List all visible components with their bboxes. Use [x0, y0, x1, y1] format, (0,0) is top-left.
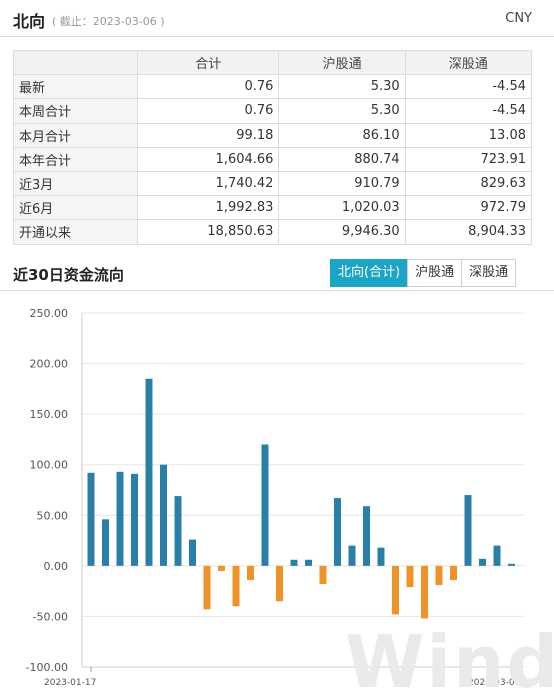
currency-label: CNY — [505, 11, 532, 26]
tab-shenzhen-connect[interactable]: 深股通 — [461, 259, 517, 287]
y-tick-label: 250.00 — [30, 307, 69, 320]
table-row: 本年合计 1,604.66 880.74 723.91 — [13, 146, 533, 172]
bar — [479, 558, 486, 566]
y-tick-label: 50.00 — [37, 509, 69, 522]
summary-table: 合计 沪股通 深股通 最新 0.76 5.30 -4.54 本周合计 0.76 … — [13, 49, 533, 245]
cell-total: 1,992.83 — [136, 195, 280, 221]
table-row: 本月合计 99.18 86.10 13.08 — [13, 122, 533, 148]
bar — [102, 519, 109, 566]
cell-total: 0.76 — [136, 74, 280, 100]
table-header-row: 合计 沪股通 深股通 — [13, 49, 533, 76]
flow-tabs: 北向(合计) 沪股通 深股通 — [330, 259, 517, 287]
row-label: 本年合计 — [13, 146, 138, 172]
bar — [276, 565, 283, 602]
cell-shanghai: 1,020.03 — [278, 195, 406, 221]
y-tick-label: 150.00 — [30, 408, 69, 421]
bar — [232, 565, 240, 607]
bar — [145, 378, 153, 566]
x-tick-label-start: 2023-01-17 — [44, 678, 96, 688]
cell-shenzhen: 8,904.33 — [404, 219, 533, 245]
bar — [363, 506, 370, 566]
bar — [189, 539, 196, 566]
cell-shenzhen: 972.79 — [404, 195, 533, 221]
bar — [160, 464, 167, 566]
cell-shanghai: 910.79 — [278, 170, 406, 197]
y-tick-label: 200.00 — [30, 358, 69, 371]
table-row: 近3月 1,740.42 910.79 829.63 — [13, 170, 533, 197]
bar — [87, 472, 95, 566]
y-tick-label: 0.00 — [44, 560, 69, 573]
cell-total: 1,740.42 — [136, 170, 280, 197]
cell-shanghai: 9,946.30 — [278, 219, 406, 245]
table-row: 本周合计 0.76 5.30 -4.54 — [13, 98, 533, 124]
bar — [290, 559, 298, 566]
row-label: 近6月 — [13, 195, 138, 221]
row-label: 本月合计 — [13, 122, 138, 148]
bar — [421, 565, 428, 619]
column-header-total: 合计 — [136, 49, 280, 76]
section-divider — [0, 290, 554, 291]
page-title: 北向 — [13, 12, 46, 31]
cell-shanghai: 880.74 — [278, 146, 406, 172]
bar — [247, 565, 254, 581]
cell-shanghai: 5.30 — [278, 98, 406, 124]
flow-section-title: 近30日资金流向 — [13, 266, 124, 284]
cell-shenzhen: -4.54 — [404, 74, 533, 100]
bar — [131, 473, 138, 566]
column-header-shenzhen: 深股通 — [404, 49, 533, 76]
bar — [218, 565, 225, 571]
cell-total: 0.76 — [136, 98, 280, 124]
row-label: 本周合计 — [13, 98, 138, 124]
header-divider — [0, 36, 554, 37]
bar — [493, 545, 501, 566]
bar — [116, 471, 124, 566]
y-tick-label: -50.00 — [33, 610, 68, 623]
as-of-date: ( 截止：2023-03-06 ) — [52, 15, 165, 28]
bar — [334, 498, 341, 566]
x-tick-label-end: 2023-03-06 — [468, 678, 521, 688]
y-tick-label: 100.00 — [30, 459, 69, 472]
column-header-shanghai: 沪股通 — [278, 49, 406, 76]
bar — [305, 559, 312, 566]
page-header: 北向 ( 截止：2023-03-06 ) CNY — [0, 0, 554, 38]
cell-shenzhen: 13.08 — [404, 122, 533, 148]
bar — [261, 444, 269, 566]
cell-total: 99.18 — [136, 122, 280, 148]
tab-shanghai-connect[interactable]: 沪股通 — [407, 259, 463, 287]
bar — [450, 565, 457, 581]
cell-shenzhen: 829.63 — [404, 170, 533, 197]
bar — [203, 565, 211, 610]
cell-shenzhen: 723.91 — [404, 146, 533, 172]
table-row: 近6月 1,992.83 1,020.03 972.79 — [13, 195, 533, 221]
row-label: 最新 — [13, 74, 138, 100]
y-tick-label: -100.00 — [26, 661, 68, 674]
bar — [174, 496, 182, 566]
table-header-corner — [13, 49, 138, 76]
flow-bar-chart: 250.00 200.00 150.00 100.00 50.00 0.00 -50.00 -… — [26, 307, 524, 688]
row-label: 开通以来 — [13, 219, 138, 245]
bar — [406, 565, 414, 588]
cell-shenzhen: -4.54 — [404, 98, 533, 124]
bar — [319, 565, 327, 585]
cell-total: 18,850.63 — [136, 219, 280, 245]
bar — [392, 565, 399, 615]
row-label: 近3月 — [13, 170, 138, 197]
bar — [377, 547, 385, 566]
bar — [508, 563, 515, 566]
table-row: 最新 0.76 5.30 -4.54 — [13, 74, 533, 100]
table-row: 开通以来 18,850.63 9,946.30 8,904.33 — [13, 219, 533, 245]
tab-northbound-total[interactable]: 北向(合计) — [330, 259, 409, 287]
cell-total: 1,604.66 — [136, 146, 280, 172]
bar — [435, 565, 443, 586]
bar — [464, 495, 472, 566]
bar — [348, 545, 356, 566]
cell-shanghai: 5.30 — [278, 74, 406, 100]
cell-shanghai: 86.10 — [278, 122, 406, 148]
